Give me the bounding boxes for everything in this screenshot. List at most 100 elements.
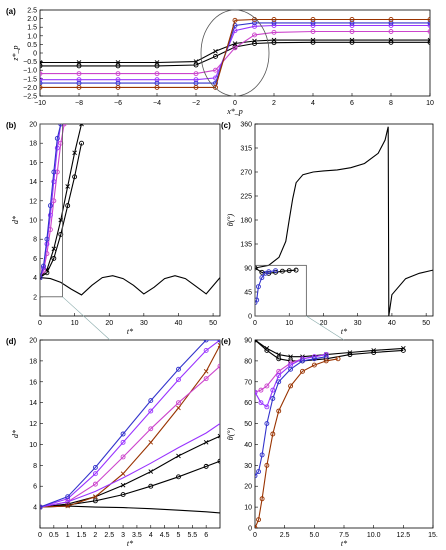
x-tick-label: 20: [105, 320, 113, 327]
y-tick-label: 2.5: [27, 8, 37, 15]
marker-stroke: [40, 60, 43, 64]
data-point: [264, 462, 270, 468]
x-tick-label: 5: [177, 532, 181, 539]
data-point: [51, 255, 57, 261]
data-point: [193, 84, 199, 90]
data-point: [176, 453, 181, 459]
data-point: [271, 20, 277, 26]
y-tick-label: 4: [33, 505, 37, 512]
x-tick-label: 5.5: [187, 532, 197, 539]
data-point: [259, 452, 265, 458]
y-tick-label: 315: [240, 146, 252, 153]
data-point: [288, 354, 293, 360]
data-point: [232, 17, 238, 23]
data-point: [349, 39, 355, 45]
data-point: [310, 20, 316, 26]
data-point: [323, 358, 329, 364]
marker-stroke: [217, 433, 220, 437]
data-point: [232, 45, 238, 51]
plot-area: [40, 124, 220, 296]
data-point: [40, 504, 43, 510]
data-point: [58, 124, 64, 127]
data-point: [264, 421, 270, 427]
panel-label: (d): [6, 337, 17, 346]
data-point: [217, 342, 220, 348]
y-tick-label: 10: [29, 218, 37, 225]
x-tick-label: 0: [253, 532, 257, 539]
plot-area: [255, 340, 406, 528]
data-point: [256, 469, 262, 475]
data-point: [154, 60, 160, 65]
data-point: [310, 23, 316, 28]
data-point: [148, 426, 154, 432]
x-tick-label: 10: [426, 100, 434, 107]
data-point: [65, 203, 71, 209]
y-tick-label: 16: [29, 160, 37, 167]
data-point: [255, 284, 261, 290]
data-point: [255, 340, 258, 343]
marker-stroke: [203, 369, 209, 374]
data-point: [176, 474, 181, 480]
marker-stroke: [255, 340, 258, 343]
data-point: [217, 433, 220, 439]
series-line-2: [255, 270, 276, 303]
data-point: [40, 60, 43, 65]
marker-stroke: [217, 342, 220, 346]
data-point: [148, 398, 154, 404]
data-point: [252, 32, 257, 38]
marker-stroke: [154, 60, 160, 65]
panel-c: (c) 0 10 20 30 40 50 0 45 90 135 180 225 270 315 360 t* θ…: [221, 121, 434, 336]
panel-label: (e): [221, 337, 231, 346]
data-point: [323, 352, 329, 358]
data-point: [154, 84, 160, 90]
x-tick-label: 50: [422, 320, 430, 327]
y-tick-label: 8: [33, 237, 37, 244]
x-tick-label: 4: [311, 100, 315, 107]
x-tick-label: 1: [66, 532, 70, 539]
data-point: [276, 356, 282, 362]
data-point: [51, 179, 57, 185]
marker-stroke: [427, 39, 430, 43]
data-point: [264, 346, 270, 351]
marker-stroke: [193, 59, 199, 64]
data-point: [276, 352, 282, 357]
data-point: [61, 124, 67, 127]
y-tick-label: 14: [29, 400, 37, 407]
x-tick-label: 15.: [428, 532, 438, 539]
data-point: [203, 440, 209, 445]
data-point: [193, 77, 199, 83]
marker-stroke: [40, 61, 43, 65]
data-point: [427, 20, 430, 26]
plot-area: [255, 126, 433, 316]
y-tick-label: 225: [240, 194, 252, 201]
series-line-3: [40, 344, 220, 508]
data-point: [286, 268, 292, 274]
marker-stroke: [72, 150, 77, 156]
panel-label: (a): [6, 7, 16, 16]
x-tick-label: 0.5: [49, 532, 59, 539]
x-tick-label: 0: [38, 320, 42, 327]
y-tick-label: 270: [240, 170, 252, 177]
data-point: [51, 246, 57, 252]
y-tick-label: 0: [248, 526, 252, 533]
marker-stroke: [203, 440, 209, 445]
data-point: [255, 473, 258, 479]
data-point: [276, 379, 282, 385]
series-line-2: [40, 435, 220, 508]
y-tick-label: 2.0: [27, 16, 37, 23]
y-tick-label: 6: [33, 484, 37, 491]
data-point: [115, 71, 121, 77]
x-tick-label: −10: [34, 100, 46, 107]
data-point: [203, 369, 209, 374]
y-tick-label: −1.5: [23, 76, 37, 83]
data-point: [347, 350, 353, 355]
x-tick-label: 2: [272, 100, 276, 107]
y-tick-label: 80: [244, 358, 252, 365]
data-point: [258, 387, 264, 393]
y-tick-label: 6: [33, 256, 37, 263]
data-point: [176, 400, 181, 406]
data-point: [65, 494, 71, 500]
y-tick-label: 0.5: [27, 42, 37, 49]
y-tick-label: 1.0: [27, 33, 37, 40]
